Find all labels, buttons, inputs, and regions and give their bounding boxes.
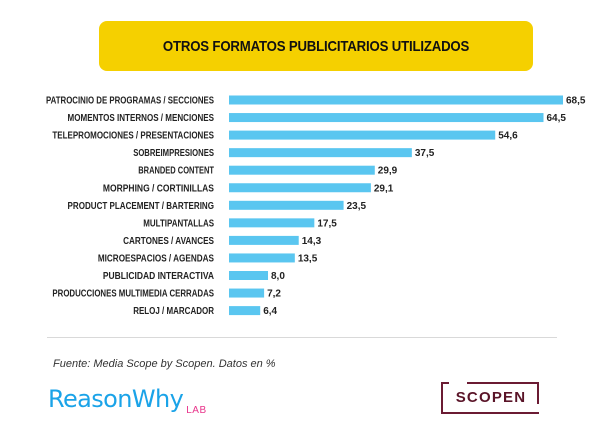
data-label: 17,5 — [317, 218, 337, 229]
data-label: 14,3 — [302, 236, 322, 247]
category-label: MORPHING / CORTINILLAS — [103, 183, 214, 194]
logo-why: Why — [131, 385, 184, 413]
data-label: 7,2 — [267, 289, 281, 300]
bar — [229, 235, 299, 245]
category-label: PUBLICIDAD INTERACTIVA — [103, 271, 214, 282]
chart-title-box: OTROS FORMATOS PUBLICITARIOS UTILIZADOS — [99, 21, 533, 71]
category-label: RELOJ / MARCADOR — [133, 306, 214, 317]
data-label: 64,5 — [546, 113, 566, 124]
data-label: 54,6 — [498, 131, 518, 142]
bar — [229, 148, 412, 158]
category-label: MICROESPACIOS / AGENDAS — [98, 253, 214, 264]
category-label: PATROCINIO DE PROGRAMAS / SECCIONES — [46, 96, 214, 107]
bar — [229, 95, 563, 105]
logo-reason: Reason — [48, 385, 132, 413]
bar — [229, 200, 344, 210]
bar — [229, 306, 261, 316]
category-label: BRANDED CONTENT — [138, 166, 214, 177]
divider — [47, 337, 557, 338]
bar — [229, 183, 371, 193]
category-label: PRODUCT PLACEMENT / BARTERING — [68, 201, 215, 212]
category-label: CARTONES / AVANCES — [123, 236, 214, 247]
category-label: PRODUCCIONES MULTIMEDIA CERRADAS — [52, 289, 214, 300]
data-label: 13,5 — [298, 253, 318, 264]
bar-chart: PATROCINIO DE PROGRAMAS / SECCIONES 68,5 M… — [46, 95, 586, 317]
bar — [229, 113, 544, 123]
logo-lab: LAB — [186, 405, 207, 416]
bar — [229, 130, 496, 140]
data-label: 23,5 — [347, 201, 367, 212]
reasonwhy-logo: ReasonWhy LAB — [48, 385, 207, 416]
data-label: 8,0 — [271, 271, 285, 282]
data-label: 6,4 — [263, 306, 277, 317]
data-label: 29,1 — [374, 183, 394, 194]
bar — [229, 218, 315, 228]
data-label: 68,5 — [566, 96, 586, 107]
data-label: 29,9 — [378, 166, 398, 177]
category-label: MOMENTOS INTERNOS / MENCIONES — [68, 113, 215, 124]
bar — [229, 253, 295, 263]
bar — [229, 271, 269, 280]
data-label: 37,5 — [415, 148, 435, 159]
category-label: SOBREIMPRESIONES — [133, 148, 214, 159]
scopen-logo-text: SCOPEN — [455, 388, 527, 406]
category-label: TELEPROMOCIONES / PRESENTACIONES — [52, 131, 214, 142]
scopen-logo: SCOPEN — [441, 382, 539, 414]
bar — [229, 165, 375, 175]
source-note: Fuente: Media Scope by Scopen. Datos en … — [53, 358, 276, 370]
chart-title: OTROS FORMATOS PUBLICITARIOS UTILIZADOS — [162, 37, 470, 55]
category-label: MULTIPANTALLAS — [143, 218, 214, 229]
bar — [229, 288, 265, 298]
